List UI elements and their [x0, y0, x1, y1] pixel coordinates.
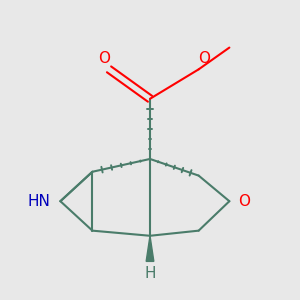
Text: O: O	[98, 50, 110, 65]
Text: O: O	[198, 50, 210, 65]
Text: O: O	[238, 194, 250, 209]
Polygon shape	[146, 236, 154, 261]
Text: HN: HN	[27, 194, 50, 209]
Text: H: H	[144, 266, 156, 281]
